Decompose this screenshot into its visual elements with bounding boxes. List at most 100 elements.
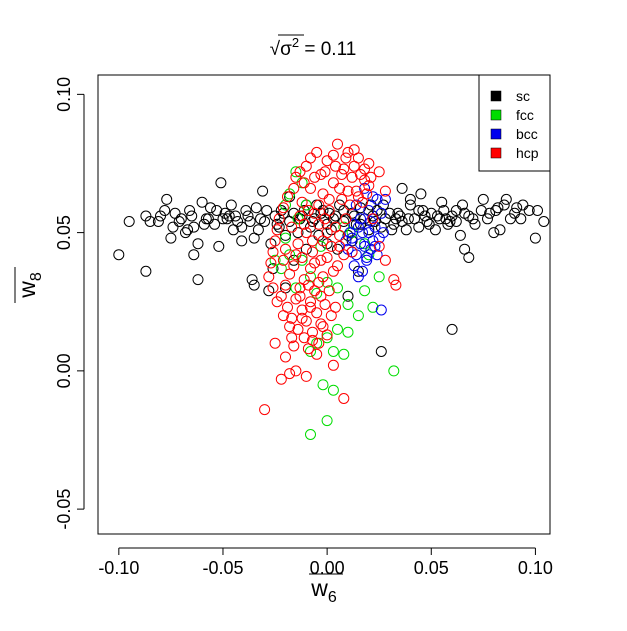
point-sc	[446, 323, 458, 335]
point-hcp	[336, 193, 348, 205]
x-tick-label: 0.05	[414, 558, 449, 578]
point-hcp	[294, 282, 306, 294]
point-hcp	[294, 166, 306, 178]
point-sc	[250, 202, 262, 214]
point-hcp	[296, 252, 308, 263]
point-hcp	[321, 252, 333, 263]
point-sc	[123, 216, 135, 227]
point-sc	[377, 199, 389, 211]
point-sc	[215, 177, 227, 189]
point-sc	[161, 193, 173, 205]
point-hcp	[388, 274, 400, 286]
point-hcp	[365, 171, 377, 183]
point-hcp	[350, 185, 362, 197]
point-sc	[330, 210, 341, 222]
point-sc	[355, 218, 366, 230]
point-sc	[167, 221, 179, 233]
x-tick-label: -0.05	[202, 558, 243, 578]
point-sc	[517, 199, 529, 211]
point-hcp	[298, 332, 310, 344]
point-fcc	[290, 166, 302, 178]
point-hcp	[325, 240, 337, 252]
point-sc	[192, 274, 204, 286]
point-bcc	[346, 232, 358, 244]
point-sc	[217, 213, 229, 225]
point-sc	[450, 216, 462, 227]
point-hcp	[296, 304, 308, 316]
point-hcp	[298, 218, 310, 230]
y-tick-label: -0.05	[54, 489, 74, 530]
point-hcp	[319, 213, 331, 225]
point-fcc	[332, 323, 343, 335]
point-sc	[459, 243, 471, 255]
point-hcp	[340, 213, 352, 225]
point-hcp	[327, 177, 339, 189]
point-hcp	[269, 235, 281, 247]
point-hcp	[330, 160, 341, 172]
point-fcc	[342, 299, 354, 310]
point-hcp	[305, 301, 316, 313]
point-sc	[257, 185, 269, 197]
legend-box	[478, 74, 551, 172]
point-hcp	[275, 290, 287, 302]
point-sc	[188, 221, 200, 233]
point-hcp	[359, 174, 371, 186]
point-sc	[248, 279, 260, 291]
point-fcc	[317, 379, 329, 391]
legend-label-fcc: fcc	[516, 107, 534, 123]
point-fcc	[359, 238, 371, 250]
point-sc	[425, 207, 437, 219]
y-axis-label: w8	[14, 272, 45, 299]
point-fcc	[373, 271, 385, 283]
point-sc	[271, 218, 283, 230]
point-bcc	[355, 213, 366, 225]
point-sc	[432, 210, 443, 222]
point-bcc	[357, 265, 368, 277]
point-sc	[338, 205, 350, 216]
point-hcp	[302, 279, 314, 291]
point-sc	[284, 216, 296, 227]
point-fcc	[284, 188, 296, 200]
point-sc	[261, 205, 273, 216]
point-hcp	[313, 337, 325, 349]
point-fcc	[388, 365, 400, 377]
point-hcp	[290, 171, 302, 183]
point-bcc	[369, 240, 381, 252]
point-hcp	[292, 323, 304, 335]
point-sc	[348, 210, 360, 222]
point-sc	[198, 218, 210, 230]
point-sc	[307, 216, 318, 227]
point-sc	[211, 205, 223, 216]
point-hcp	[286, 332, 298, 344]
point-bcc	[350, 199, 362, 211]
legend-swatch-fcc	[490, 109, 502, 121]
point-hcp	[309, 257, 321, 269]
point-hcp	[346, 246, 358, 258]
point-sc	[390, 213, 402, 225]
point-sc	[413, 205, 425, 216]
point-sc	[436, 196, 448, 208]
point-sc	[152, 216, 164, 227]
point-bcc	[375, 207, 387, 219]
point-hcp	[363, 180, 375, 192]
point-fcc	[280, 232, 291, 244]
point-hcp	[309, 171, 321, 183]
point-hcp	[277, 254, 289, 266]
point-sc	[402, 213, 414, 225]
point-hcp	[323, 193, 335, 205]
point-sc	[504, 213, 516, 225]
point-hcp	[263, 271, 275, 283]
point-sc	[292, 227, 304, 239]
point-hcp	[271, 296, 283, 308]
point-hcp	[284, 368, 296, 380]
point-sc	[180, 227, 191, 239]
point-hcp	[323, 285, 335, 297]
point-hcp	[317, 188, 329, 200]
point-hcp	[286, 221, 298, 233]
point-hcp	[346, 171, 358, 183]
legend-swatch-bcc	[490, 128, 502, 140]
point-sc	[275, 205, 287, 216]
point-bcc	[352, 271, 364, 283]
point-fcc	[292, 213, 304, 225]
point-sc	[221, 213, 233, 225]
